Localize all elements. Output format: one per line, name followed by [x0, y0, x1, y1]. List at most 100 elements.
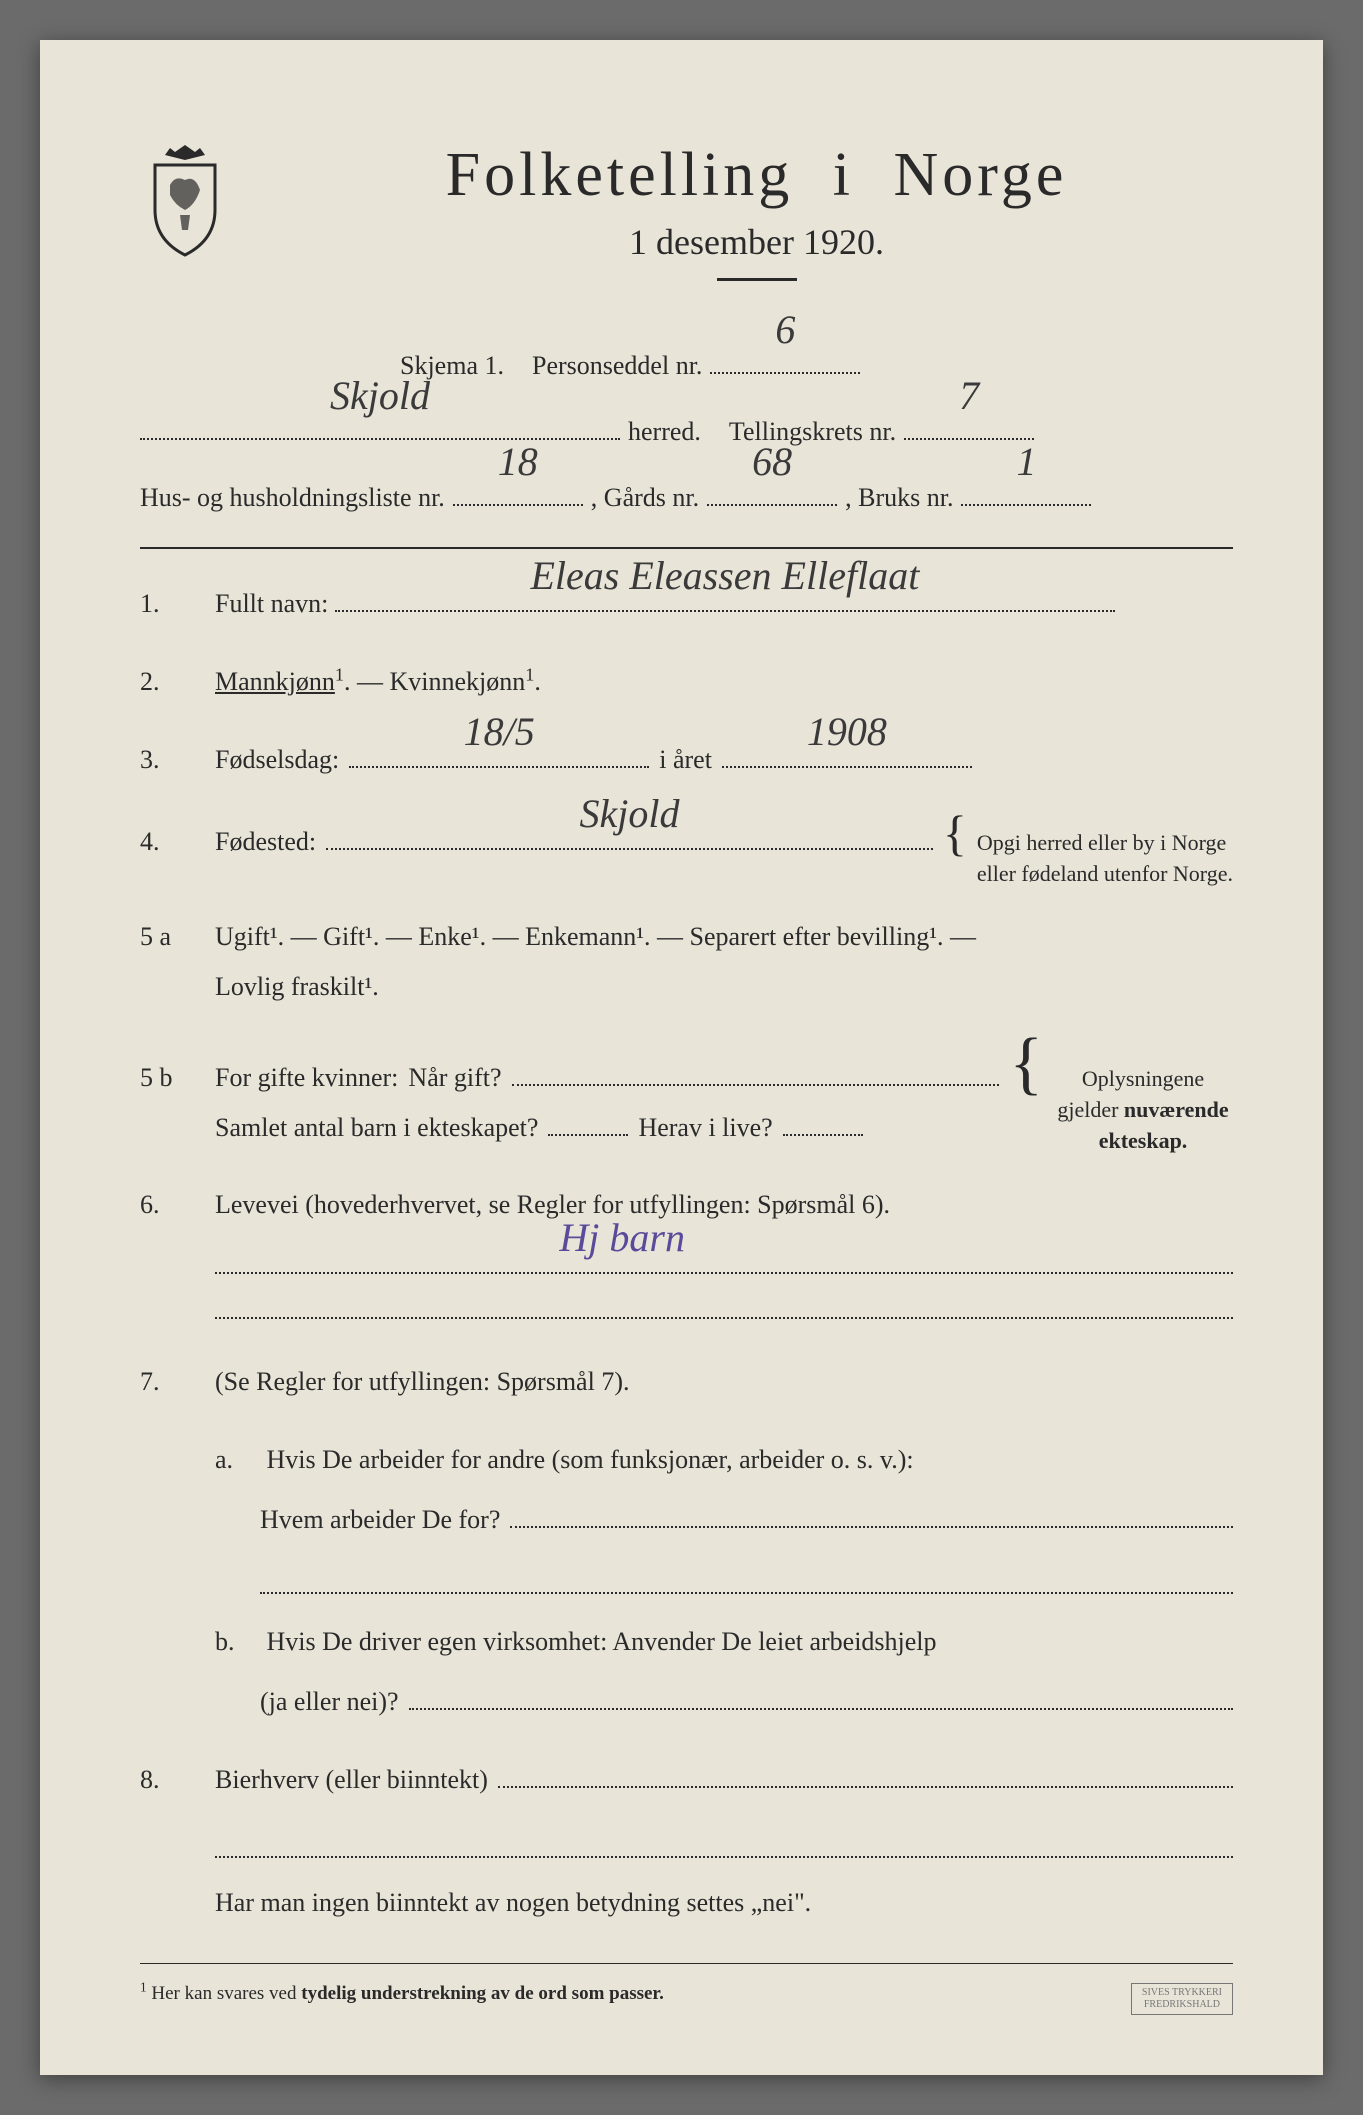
- q7a-field: [510, 1526, 1233, 1528]
- q8-num: 8.: [140, 1750, 215, 1810]
- q4-label: Fødested:: [215, 817, 316, 866]
- q5b-lead: For gifte kvinner:: [215, 1053, 398, 1102]
- q6-field-1: Hj barn: [215, 1244, 1233, 1274]
- herred-label: herred.: [628, 402, 701, 462]
- form-body: Skjema 1. Personseddel nr. 6 Skjold herr…: [140, 336, 1233, 2015]
- q2-kvinne: Kvinnekjønn: [389, 667, 525, 696]
- q7b-q: (ja eller nei)?: [260, 1672, 399, 1732]
- q7b-letter: b.: [215, 1612, 260, 1672]
- q7b-field: [409, 1708, 1233, 1710]
- q2-mann: Mannkjønn: [215, 667, 335, 696]
- q5b-herav: Herav i live?: [638, 1103, 772, 1152]
- q8-field: [498, 1786, 1233, 1788]
- q1-field: Eleas Eleassen Elleflaat: [335, 610, 1115, 612]
- q3-day-value: 18/5: [464, 694, 535, 770]
- q5b-nargift-field: [512, 1084, 1000, 1086]
- q2-row: 2. Mannkjønn1. — Kvinnekjønn1.: [140, 652, 1233, 712]
- q8-label: Bierhverv (eller biinntekt): [215, 1755, 488, 1804]
- q5a-text: Ugift¹. — Gift¹. — Enke¹. — Enkemann¹. —…: [215, 912, 1233, 961]
- header: Folketelling i Norge 1 desember 1920.: [140, 140, 1233, 306]
- q7a-text: Hvis De arbeider for andre (som funksjon…: [267, 1445, 914, 1474]
- q3-num: 3.: [140, 730, 215, 790]
- q5b-note-2: gjelder nuværende: [1057, 1097, 1228, 1122]
- q5a-text2: Lovlig fraskilt¹.: [215, 962, 1233, 1011]
- q5b-row: 5 b For gifte kvinner: Når gift? Samlet …: [140, 1029, 1233, 1156]
- stamp-line1: SIVES TRYKKERI: [1142, 1987, 1222, 1998]
- q4-note-1: Opgi herred eller by i Norge: [977, 830, 1226, 855]
- gards-field: 68: [707, 504, 837, 506]
- q8-field-2: [215, 1828, 1233, 1858]
- husliste-field: 18: [453, 504, 583, 506]
- subtitle: 1 desember 1920.: [280, 221, 1233, 263]
- personseddel-value: 6: [775, 284, 795, 376]
- stamp-line2: FREDRIKSHALD: [1144, 1999, 1220, 2010]
- herred-row: Skjold herred. Tellingskrets nr. 7: [140, 402, 1233, 462]
- gards-label: , Gårds nr.: [591, 468, 699, 528]
- q7a-q: Hvem arbeider De for?: [260, 1490, 500, 1550]
- q6-num: 6.: [140, 1175, 215, 1235]
- husliste-value: 18: [498, 416, 538, 508]
- q7a-row: a. Hvis De arbeider for andre (som funks…: [215, 1430, 1233, 1595]
- coat-of-arms-icon: [140, 140, 230, 260]
- q5b-note: Oplysningene gjelder nuværende ekteskap.: [1053, 1064, 1233, 1156]
- q7b-row: b. Hvis De driver egen virksomhet: Anven…: [215, 1612, 1233, 1732]
- tellingskrets-value: 7: [959, 350, 979, 442]
- q5b-note-1: Oplysningene: [1082, 1066, 1204, 1091]
- q6-row: 6. Levevei (hovederhvervet, se Regler fo…: [140, 1175, 1233, 1334]
- q4-row: 4. Fødested: Skjold { Opgi herred eller …: [140, 808, 1233, 890]
- q3-year-field: 1908: [722, 766, 972, 768]
- husliste-label: Hus- og husholdningsliste nr.: [140, 468, 445, 528]
- q6-value: Hj barn: [559, 1200, 685, 1276]
- q5b-nar-gift: Når gift?: [408, 1053, 501, 1102]
- printer-stamp: SIVES TRYKKERI FREDRIKSHALD: [1131, 1983, 1233, 2015]
- bruks-value: 1: [1016, 416, 1036, 508]
- q5a-row: 5 a Ugift¹. — Gift¹. — Enke¹. — Enkemann…: [140, 907, 1233, 1011]
- q1-num: 1.: [140, 574, 215, 634]
- husliste-row: Hus- og husholdningsliste nr. 18 , Gårds…: [140, 468, 1233, 528]
- q3-year-value: 1908: [807, 694, 887, 770]
- q7a-field-2: [260, 1564, 1233, 1594]
- q5b-herav-field: [783, 1134, 863, 1136]
- q5a-num: 5 a: [140, 907, 215, 967]
- q8-row: 8. Bierhverv (eller biinntekt): [140, 1750, 1233, 1810]
- title-block: Folketelling i Norge 1 desember 1920.: [280, 140, 1233, 306]
- personseddel-field: 6: [710, 372, 860, 374]
- q7-row: 7. (Se Regler for utfyllingen: Spørsmål …: [140, 1352, 1233, 1412]
- title-divider: [717, 278, 797, 281]
- main-title: Folketelling i Norge: [280, 140, 1233, 211]
- footnote: 1 Her kan svares ved tydelig understrekn…: [140, 1972, 1233, 2016]
- personseddel-label: Personseddel nr.: [532, 336, 702, 396]
- brace-icon-2: {: [1009, 1029, 1043, 1099]
- q3-label: Fødselsdag:: [215, 735, 339, 784]
- q5b-barn: Samlet antal barn i ekteskapet?: [215, 1103, 538, 1152]
- q5b-num: 5 b: [140, 1048, 215, 1108]
- herred-value: Skjold: [330, 350, 430, 442]
- q6-text: Levevei (hovederhvervet, se Regler for u…: [215, 1180, 1233, 1229]
- bottom-note: Har man ingen biinntekt av nogen betydni…: [215, 1873, 1233, 1933]
- herred-field: Skjold: [140, 438, 620, 440]
- q4-field: Skjold: [326, 848, 933, 850]
- bruks-label: , Bruks nr.: [845, 468, 953, 528]
- q7-num: 7.: [140, 1352, 215, 1412]
- census-form-page: Folketelling i Norge 1 desember 1920. Sk…: [40, 40, 1323, 2075]
- q4-value: Skjold: [579, 776, 679, 852]
- q4-note: Opgi herred eller by i Norge eller fødel…: [977, 828, 1233, 890]
- tellingskrets-field: 7: [904, 438, 1034, 440]
- q5b-note-3: ekteskap.: [1099, 1128, 1188, 1153]
- q1-value: Eleas Eleassen Elleflaat: [531, 538, 920, 614]
- q1-label: Fullt navn:: [215, 589, 328, 618]
- brace-icon: {: [943, 808, 967, 858]
- q2-num: 2.: [140, 652, 215, 712]
- q1-row: 1. Fullt navn: Eleas Eleassen Elleflaat: [140, 574, 1233, 634]
- footnote-divider: 1 Her kan svares ved tydelig understrekn…: [140, 1963, 1233, 2016]
- skjema-row: Skjema 1. Personseddel nr. 6: [400, 336, 1233, 396]
- q3-day-field: 18/5: [349, 766, 649, 768]
- q7-lead: (Se Regler for utfyllingen: Spørsmål 7).: [215, 1357, 1233, 1406]
- q3-row: 3. Fødselsdag: 18/5 i året 1908: [140, 730, 1233, 790]
- q6-field-2: [215, 1289, 1233, 1319]
- q7a-letter: a.: [215, 1430, 260, 1490]
- q4-num: 4.: [140, 812, 215, 872]
- q7b-text: Hvis De driver egen virksomhet: Anvender…: [267, 1627, 937, 1656]
- q5b-barn-field: [548, 1134, 628, 1136]
- q4-note-2: eller fødeland utenfor Norge.: [977, 861, 1233, 886]
